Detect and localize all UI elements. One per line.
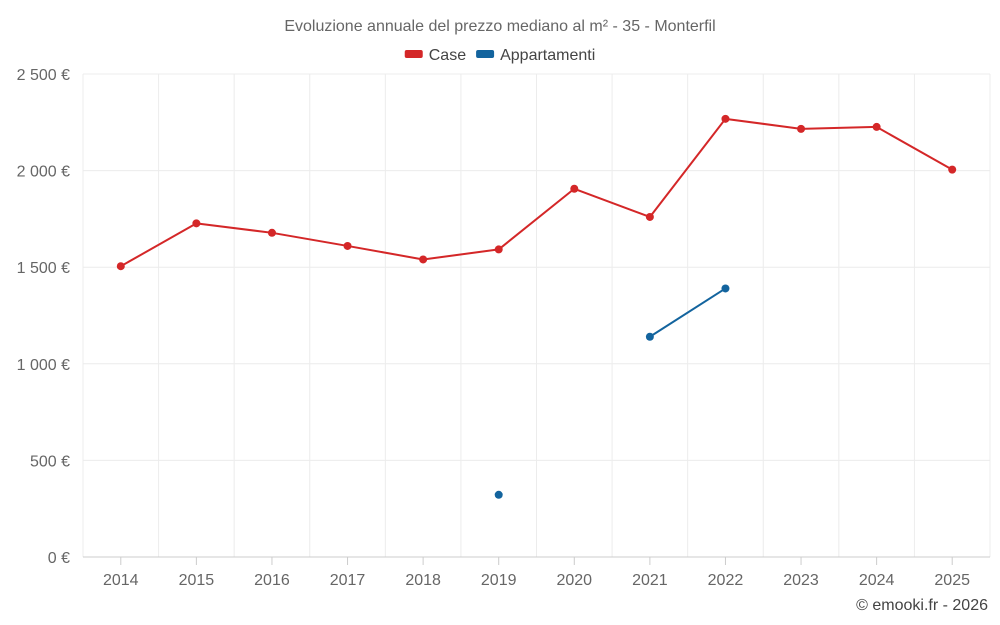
x-tick-label: 2015 [179,572,215,589]
x-axis: 2014 2015 2016 2017 2018 2019 2020 2021 2022 2023… [83,556,990,589]
data-point[interactable] [343,241,352,250]
series-line [119,117,954,268]
data-point[interactable] [494,245,503,254]
grid-lines [82,73,991,557]
chart-credit: © emooki.fr - 2026 [856,597,988,614]
x-tick-label: 2025 [934,572,970,589]
data-point[interactable] [570,184,579,193]
y-tick-label: 1 500 € [17,260,70,277]
x-tick-label: 2018 [405,572,441,589]
data-point[interactable] [419,255,428,264]
x-tick-label: 2019 [481,572,517,589]
data-point[interactable] [645,332,654,341]
legend-item-appartamenti[interactable]: Appartamenti [476,47,595,64]
data-point[interactable] [797,124,806,133]
x-tick-label: 2024 [859,572,895,589]
data-point[interactable] [192,219,201,228]
x-tick-label: 2017 [330,572,366,589]
x-tick-label: 2014 [103,572,139,589]
data-point[interactable] [494,490,503,499]
y-tick-label: 500 € [30,453,70,470]
series-layer [116,114,957,499]
data-point[interactable] [267,228,276,237]
y-axis: 0 € 500 € 1 000 € 1 500 € 2 000 € 2 500 € [17,67,70,567]
legend-label: Appartamenti [500,47,595,64]
data-point[interactable] [721,284,730,293]
x-tick-label: 2022 [708,572,744,589]
series-appartamenti [494,284,730,499]
series-line [648,287,727,338]
y-tick-label: 2 000 € [17,164,70,181]
y-tick-label: 2 500 € [17,67,70,84]
legend-item-case[interactable]: Case [404,47,466,64]
legend-label: Case [429,47,466,64]
chart-title: Evoluzione annuale del prezzo mediano al… [284,18,715,35]
series-case [116,114,957,271]
data-point[interactable] [948,165,957,174]
y-tick-label: 1 000 € [17,357,70,374]
legend-swatch [404,50,423,58]
legend-swatch [476,50,495,58]
data-point[interactable] [645,212,654,221]
legend: Case Appartamenti [404,47,595,64]
y-tick-label: 0 € [48,550,70,567]
x-tick-label: 2016 [254,572,290,589]
x-tick-label: 2021 [632,572,668,589]
data-point[interactable] [872,122,881,131]
data-point[interactable] [116,262,125,271]
x-tick-label: 2023 [783,572,819,589]
x-tick-label: 2020 [556,572,592,589]
data-point[interactable] [721,114,730,123]
